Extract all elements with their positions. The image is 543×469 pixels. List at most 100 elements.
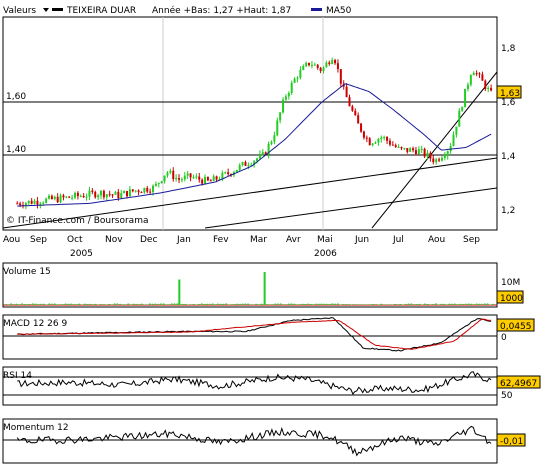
candle-body — [230, 174, 233, 176]
candle-body — [409, 148, 412, 152]
volume-bar — [372, 304, 374, 305]
ma50-label: MA50 — [326, 6, 352, 16]
y-tick: 1,2 — [501, 206, 515, 216]
volume-bar — [446, 304, 448, 305]
volume-bar — [48, 303, 51, 305]
candle-body — [377, 139, 380, 143]
volume-bar — [162, 303, 165, 305]
volume-bar — [288, 303, 290, 305]
month-label: Oct — [67, 235, 83, 245]
candle-body — [149, 191, 152, 193]
candle-body — [154, 183, 157, 186]
volume-bar — [492, 303, 494, 305]
candle-body — [206, 177, 209, 181]
candle-body — [45, 198, 48, 203]
candle-body — [452, 134, 455, 147]
volume-bar — [94, 303, 97, 305]
volume-bar — [222, 303, 225, 305]
volume-bar — [119, 303, 121, 305]
volume-bar — [301, 303, 304, 305]
candle-body — [74, 192, 77, 198]
candle-body — [339, 69, 342, 84]
volume-bar — [141, 303, 143, 305]
volume-bar — [304, 303, 306, 305]
month-label: Avr — [286, 235, 301, 245]
candle-body — [123, 191, 126, 194]
candle-body — [79, 196, 82, 198]
candle-body — [117, 191, 120, 199]
candle-body — [414, 150, 417, 154]
candle-body — [472, 73, 475, 76]
candle-body — [261, 152, 264, 155]
volume-bar — [51, 303, 53, 305]
volume-bar — [416, 304, 418, 305]
volume-bar — [154, 303, 157, 305]
candle-body — [351, 106, 354, 111]
volume-bar — [89, 303, 91, 305]
year-label: 2006 — [314, 249, 337, 259]
candle-body — [71, 197, 74, 199]
candle-body — [336, 63, 339, 70]
candle-body — [131, 189, 134, 192]
volume-bar — [454, 303, 456, 305]
volume-bar — [5, 304, 7, 305]
valeurs-dropdown-icon[interactable] — [43, 8, 49, 12]
volume-bar — [59, 304, 61, 305]
candle-body — [241, 162, 244, 165]
candle-body — [282, 99, 285, 113]
volume-bar — [70, 303, 72, 305]
volume-bar — [353, 304, 355, 305]
volume-bar — [149, 303, 151, 305]
month-axis: Aou Sep Oct Nov Dec Jan Fev Mar Avr Mai … — [3, 235, 480, 259]
volume-bar — [296, 304, 298, 305]
rsi-title: RSI 14 — [3, 371, 32, 381]
candle-body — [362, 131, 365, 138]
rsi-value-box — [496, 375, 541, 389]
month-label: Aou — [3, 235, 20, 245]
candle-body — [365, 137, 368, 139]
candle-body — [39, 203, 42, 205]
candle-body — [238, 164, 241, 170]
volume-bar — [233, 304, 236, 305]
candle-body — [157, 182, 160, 184]
volume-bar — [367, 304, 369, 305]
volume-bar — [334, 303, 336, 305]
candle-body — [313, 64, 316, 66]
volume-bar — [26, 304, 29, 305]
volume-bar — [413, 304, 415, 305]
volume-bar — [315, 303, 317, 305]
volume-bar — [209, 303, 211, 305]
volume-bar — [410, 303, 413, 305]
volume-bar — [171, 303, 173, 305]
month-label: Jun — [354, 235, 369, 245]
volume-bar — [331, 303, 334, 305]
volume-bar — [32, 303, 34, 305]
candle-body — [371, 143, 374, 146]
volume-bar — [361, 304, 364, 305]
volume-bar — [364, 304, 366, 305]
volume-bar — [462, 303, 464, 305]
month-label: Sep — [463, 235, 480, 245]
candle-body — [215, 176, 218, 180]
volume-bar — [78, 303, 80, 305]
candle-body — [85, 196, 88, 198]
volume-bar — [250, 304, 252, 305]
volume-bar — [356, 304, 358, 305]
candle-body — [310, 64, 313, 66]
candle-body — [30, 200, 33, 204]
volume-bar — [138, 304, 140, 305]
volume-bar — [369, 304, 372, 305]
candle-body — [172, 170, 175, 180]
volume-bar — [326, 303, 328, 305]
candle-body — [348, 97, 351, 107]
last-price-value: 1,63 — [500, 89, 520, 99]
year-label: 2005 — [70, 249, 93, 259]
candle-body — [478, 73, 481, 75]
candle-body — [16, 203, 19, 205]
valeurs-label[interactable]: Valeurs — [3, 6, 36, 16]
candle-body — [143, 187, 146, 193]
rsi-panel: RSI 14 50 62,4967 — [2, 366, 541, 406]
volume-bar — [15, 303, 18, 305]
price-legend-swatch — [52, 8, 63, 11]
